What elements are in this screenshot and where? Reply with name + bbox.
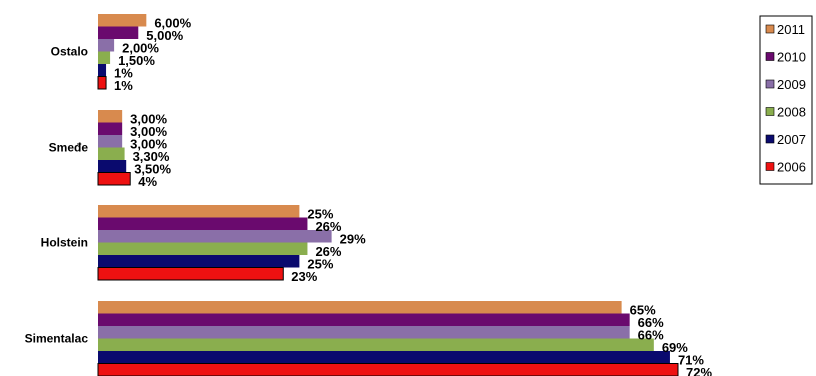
bar-smeđe-2006 bbox=[97, 172, 131, 186]
value-label-ostalo-2010: 5,00% bbox=[146, 28, 183, 43]
bar-ostalo-2007 bbox=[98, 64, 107, 77]
bar-ostalo-2010 bbox=[98, 26, 139, 39]
value-label-simentalac-2011: 65% bbox=[630, 303, 656, 318]
category-labels-group: Ostalo Smeđe Holstein Simentalac bbox=[25, 45, 89, 346]
bar-ostalo-2009 bbox=[98, 39, 115, 52]
bar-holstein-2006 bbox=[97, 267, 284, 281]
value-label-simentalac-2006: 72% bbox=[686, 365, 712, 376]
value-label-holstein-2006: 23% bbox=[291, 269, 317, 284]
value-label-ostalo-2007: 1% bbox=[114, 66, 133, 81]
legend-label-2008: 2008 bbox=[777, 105, 806, 120]
bar-smeđe-2010 bbox=[98, 122, 123, 135]
value-label-smeđe-2010: 3,00% bbox=[130, 124, 167, 139]
value-labels-group: 6,00%5,00%2,00%1,50%1%1%3,00%3,00%3,00%3… bbox=[114, 16, 712, 376]
value-label-simentalac-2007: 71% bbox=[678, 353, 704, 368]
value-label-ostalo-2008: 1,50% bbox=[118, 53, 155, 68]
bar-simentalac-2008 bbox=[98, 338, 654, 351]
value-label-smeđe-2008: 3,30% bbox=[133, 149, 170, 164]
legend-swatch-2008 bbox=[765, 107, 775, 116]
legend-swatch-2011 bbox=[765, 24, 775, 34]
bar-simentalac-2006 bbox=[97, 363, 679, 376]
bar-holstein-2008 bbox=[98, 242, 308, 255]
value-label-simentalac-2008: 69% bbox=[662, 340, 688, 355]
bar-holstein-2009 bbox=[98, 230, 332, 243]
category-label-ostalo: Ostalo bbox=[51, 45, 88, 59]
legend-swatch-2007 bbox=[765, 134, 775, 144]
legend-swatch-2010 bbox=[765, 52, 775, 61]
legend-label-2011: 2011 bbox=[777, 22, 805, 37]
bar-simentalac-2009 bbox=[98, 326, 630, 339]
legend: 2011 2010 2009 2008 2007 2006 bbox=[759, 15, 813, 185]
value-label-ostalo-2011: 6,00% bbox=[154, 16, 191, 31]
legend-label-2009: 2009 bbox=[777, 77, 806, 92]
value-label-holstein-2011: 25% bbox=[307, 207, 333, 222]
bar-ostalo-2008 bbox=[98, 51, 111, 64]
value-label-holstein-2008: 26% bbox=[315, 244, 341, 259]
legend-label-2007: 2007 bbox=[777, 132, 806, 147]
legend-label-2006: 2006 bbox=[777, 160, 806, 175]
bar-smeđe-2008 bbox=[98, 147, 125, 160]
bar-smeđe-2009 bbox=[98, 135, 123, 148]
value-label-holstein-2007: 25% bbox=[307, 257, 333, 272]
bar-simentalac-2011 bbox=[98, 301, 622, 314]
bar-ostalo-2006 bbox=[97, 76, 107, 90]
value-label-holstein-2010: 26% bbox=[315, 219, 341, 234]
bar-simentalac-2010 bbox=[98, 313, 630, 326]
legend-frame bbox=[759, 15, 813, 185]
value-label-smeđe-2006: 4% bbox=[138, 174, 157, 189]
bar-holstein-2007 bbox=[98, 255, 300, 268]
bar-holstein-2011 bbox=[98, 205, 300, 218]
bar-smeđe-2007 bbox=[98, 160, 127, 173]
category-label-smeđe: Smeđe bbox=[49, 141, 89, 155]
value-label-simentalac-2010: 66% bbox=[638, 315, 664, 330]
value-label-holstein-2009: 29% bbox=[340, 232, 366, 247]
bar-smeđe-2011 bbox=[98, 110, 123, 123]
bar-simentalac-2007 bbox=[98, 351, 670, 364]
bar-ostalo-2011 bbox=[98, 14, 147, 27]
category-label-holstein: Holstein bbox=[41, 236, 88, 250]
category-label-simentalac: Simentalac bbox=[25, 332, 89, 346]
legend-swatch-2006 bbox=[765, 162, 775, 171]
value-label-ostalo-2006: 1% bbox=[114, 78, 133, 93]
value-label-smeđe-2007: 3,50% bbox=[134, 162, 171, 177]
bars-group bbox=[97, 14, 679, 376]
value-label-simentalac-2009: 66% bbox=[638, 328, 664, 343]
bar-holstein-2010 bbox=[98, 217, 308, 230]
value-label-smeđe-2011: 3,00% bbox=[130, 112, 167, 127]
value-label-ostalo-2009: 2,00% bbox=[122, 41, 159, 56]
legend-swatch-2009 bbox=[765, 79, 775, 89]
value-label-smeđe-2009: 3,00% bbox=[130, 137, 167, 152]
legend-label-2010: 2010 bbox=[777, 50, 806, 65]
